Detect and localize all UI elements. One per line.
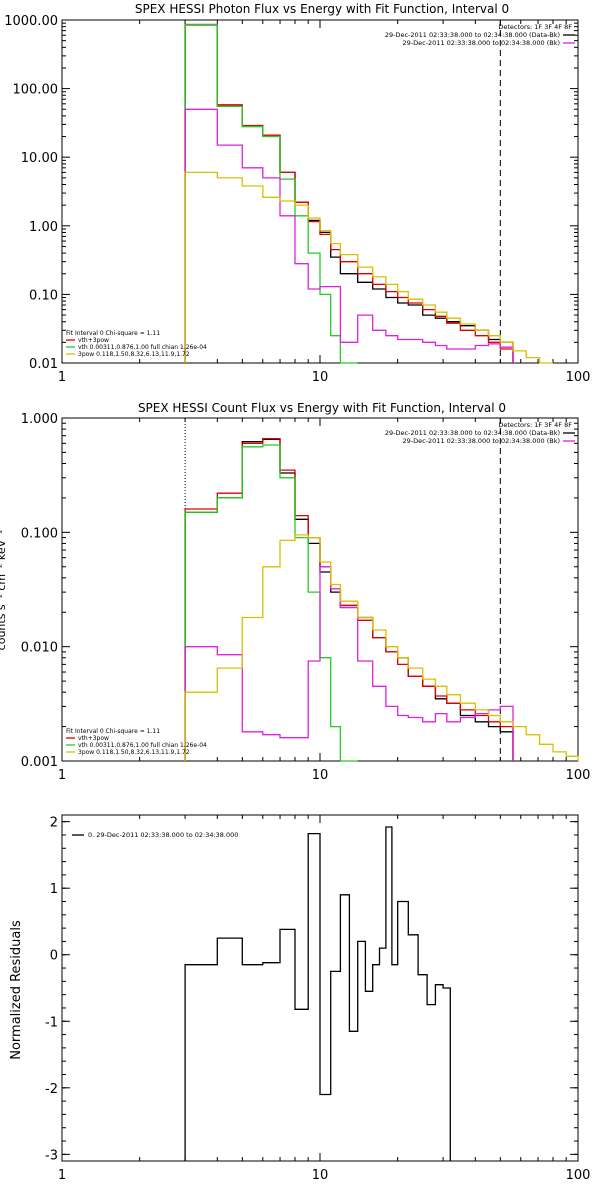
x-tick-label: 10 bbox=[312, 1168, 329, 1183]
photon-flux-title: SPEX HESSI Photon Flux vs Energy with Fi… bbox=[135, 2, 509, 16]
y-tick-label: 0.100 bbox=[21, 526, 58, 541]
x-tick-label: 1 bbox=[58, 370, 66, 385]
count-flux-ticks: 1 10 100 0.001 0.010 0.100 1.000 bbox=[21, 412, 591, 783]
fit-legend-entry: 3pow 0.118,1.50,8.32,6.13,11.9,1.72 bbox=[78, 749, 190, 756]
y-tick-label: -2 bbox=[45, 1082, 58, 1097]
fit-legend-entry: vth 0.00311,0.876,1.00 full chian 1.26e-… bbox=[78, 742, 207, 749]
series-3pow bbox=[184, 534, 579, 761]
y-tick-label: 100.00 bbox=[13, 83, 59, 98]
residual-legend-entry: 0. 29-Dec-2011 02:33:38.000 to 02:34:38.… bbox=[88, 831, 238, 839]
series-bk bbox=[184, 566, 514, 761]
count-flux-panel: SPEX HESSI Count Flux vs Energy with Fit… bbox=[0, 401, 590, 783]
y-tick-label: 1 bbox=[50, 882, 58, 897]
series-data-bk bbox=[184, 438, 514, 761]
photon-flux-ticks: 1 10 100 0.01 0.10 1.00 10.00 100.00 1000.00 bbox=[4, 14, 590, 385]
x-tick-label: 100 bbox=[566, 768, 591, 783]
data-legend-entry: 29-Dec-2011 02:33:38.000 to 02:34:38.000… bbox=[403, 437, 561, 445]
y-tick-label: 0 bbox=[50, 949, 58, 964]
y-tick-label: 10.00 bbox=[21, 151, 58, 166]
y-tick-label: 0.010 bbox=[21, 641, 58, 656]
count-flux-ylabel: counts s⁻¹ cm⁻² keV⁻¹ bbox=[0, 530, 8, 651]
series-3pow bbox=[184, 171, 553, 364]
x-tick-label: 10 bbox=[312, 370, 329, 385]
fit-legend-entry: Fit Interval 0 Chi-square = 1.11 bbox=[66, 728, 160, 735]
y-tick-label: -3 bbox=[45, 1148, 58, 1163]
residuals-legend: 0. 29-Dec-2011 02:33:38.000 to 02:34:38.… bbox=[72, 831, 238, 839]
residuals-ylabel: Normalized Residuals bbox=[9, 920, 24, 1060]
fit-legend-entry: Fit Interval 0 Chi-square = 1.11 bbox=[66, 330, 160, 337]
y-tick-label: 1000.00 bbox=[4, 14, 58, 29]
y-tick-label: 0.10 bbox=[29, 288, 58, 303]
fit-legend-entry: vth+3pow bbox=[78, 337, 109, 344]
series-vth bbox=[184, 23, 358, 364]
x-tick-label: 100 bbox=[566, 1168, 591, 1183]
y-tick-label: 1.000 bbox=[21, 412, 58, 427]
data-legend-entry: 29-Dec-2011 02:33:38.000 to 02:34:38.000… bbox=[385, 429, 560, 437]
data-legend-entry: 29-Dec-2011 02:33:38.000 to 02:34:38.000… bbox=[403, 39, 561, 47]
photon-flux-reference-lines bbox=[184, 20, 501, 363]
detectors-label: Detectors: 1F 3F 4F 8F bbox=[498, 421, 572, 429]
data-legend-entry: 29-Dec-2011 02:33:38.000 to 02:34:38.000… bbox=[385, 31, 560, 39]
x-tick-label: 1 bbox=[58, 768, 66, 783]
y-tick-label: 0.001 bbox=[21, 755, 58, 770]
series-vth-3pow bbox=[184, 437, 514, 761]
series-vth bbox=[184, 444, 358, 762]
y-tick-label: 0.01 bbox=[29, 357, 58, 372]
fit-legend-entry: vth 0.00311,0.876,1.00 full chian 1.26e-… bbox=[78, 344, 207, 351]
y-tick-label: -1 bbox=[45, 1015, 58, 1030]
x-tick-label: 100 bbox=[566, 370, 591, 385]
series-residuals bbox=[184, 826, 451, 1161]
fit-legend-entry: vth+3pow bbox=[78, 735, 109, 742]
series-bk bbox=[184, 108, 514, 363]
series-vth-3pow bbox=[184, 23, 514, 363]
count-flux-title: SPEX HESSI Count Flux vs Energy with Fit… bbox=[138, 401, 506, 415]
photon-flux-panel: SPEX HESSI Photon Flux vs Energy with Fi… bbox=[4, 2, 590, 385]
series-data-bk bbox=[184, 24, 514, 363]
y-tick-label: 2 bbox=[50, 816, 58, 831]
y-tick-label: 1.00 bbox=[29, 220, 58, 235]
photon-flux-series bbox=[184, 23, 553, 364]
x-tick-label: 1 bbox=[58, 1168, 66, 1183]
detectors-label: Detectors: 1F 3F 4F 8F bbox=[498, 23, 572, 31]
count-flux-series bbox=[184, 437, 579, 762]
count-flux-reference-lines bbox=[184, 418, 501, 761]
x-tick-label: 10 bbox=[312, 768, 329, 783]
residuals-series bbox=[184, 826, 451, 1161]
fit-legend-entry: 3pow 0.118,1.50,8.32,6.13,11.9,1.72 bbox=[78, 351, 190, 358]
